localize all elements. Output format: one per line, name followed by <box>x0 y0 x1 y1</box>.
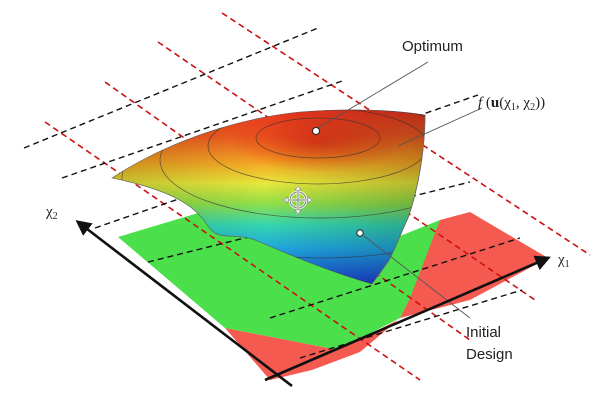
function-open: ( <box>482 95 491 111</box>
infeasible-region-bottom <box>225 320 398 380</box>
axis-x2-label: χ2 <box>45 204 58 222</box>
contour-lines <box>112 109 425 285</box>
axis-x2-sub: 2 <box>53 211 58 222</box>
red-dashed-line <box>157 41 536 301</box>
axis-x1 <box>264 255 551 382</box>
initial-design-leader <box>363 235 471 319</box>
initial-label-line1: Initial <box>466 324 501 341</box>
infeasible-region-right <box>400 212 548 318</box>
function-args: (χ <box>499 95 511 111</box>
optimum-point <box>312 127 320 135</box>
axis-x1-symbol: χ <box>557 252 565 268</box>
function-symbol: f <box>478 95 484 111</box>
optimum-label: Optimum <box>402 38 463 55</box>
function-sub2: 2 <box>530 102 535 113</box>
initial-design-point <box>356 229 364 237</box>
initial-label-line2: Design <box>466 346 513 363</box>
axis-x1-sub: 1 <box>565 259 570 270</box>
optimum-leader <box>317 61 429 129</box>
function-sep: , χ <box>516 95 531 111</box>
black-dashed-line <box>23 27 319 149</box>
axes <box>75 220 551 388</box>
move-crosshair-icon[interactable] <box>283 185 313 215</box>
function-close: )) <box>535 95 545 111</box>
axis-x2 <box>75 220 293 388</box>
axis-x2-symbol: χ <box>45 204 53 220</box>
function-sub1: 1 <box>511 102 516 113</box>
black-dashed-line <box>269 237 521 319</box>
function-u: u <box>491 95 499 111</box>
black-dashed-line <box>299 289 523 359</box>
annotation-leaders <box>317 61 483 319</box>
objective-function-label: f (u(χ1, χ2)) <box>478 95 545 113</box>
axis-x1-label: χ1 <box>557 252 570 270</box>
function-leader <box>397 107 483 147</box>
red-dashed-line <box>44 121 421 381</box>
